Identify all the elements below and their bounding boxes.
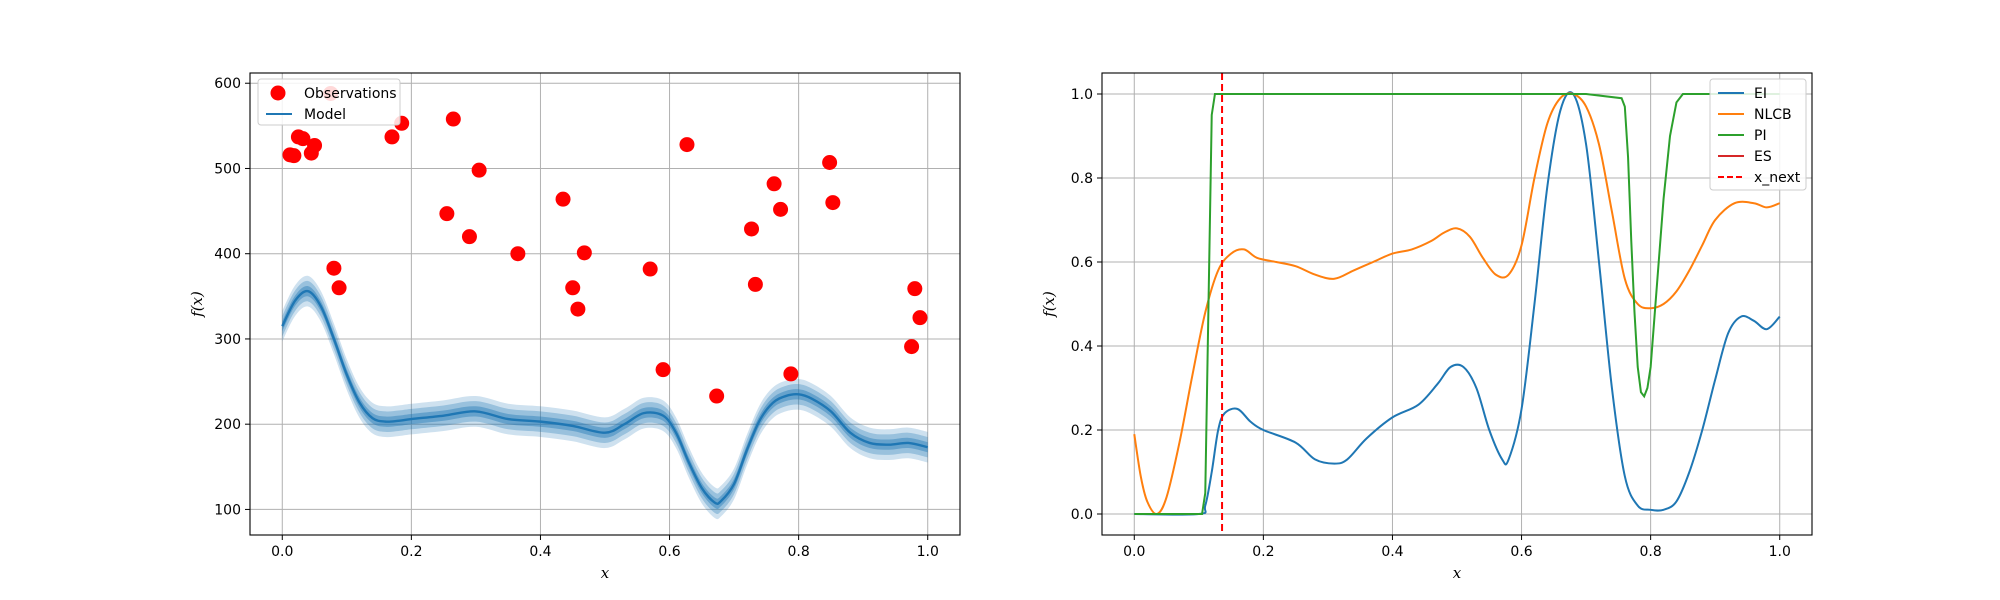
confidence-band xyxy=(282,275,928,520)
x-tick-label: 0.2 xyxy=(1252,544,1274,560)
y-tick-label: 100 xyxy=(214,502,241,518)
observation-point xyxy=(679,137,695,153)
series-line-pi xyxy=(1134,93,1780,515)
grid xyxy=(250,73,960,535)
observation-point xyxy=(912,310,928,326)
observation-point xyxy=(445,111,461,127)
y-tick-label: 1.0 xyxy=(1071,87,1093,103)
observation-point xyxy=(709,388,725,404)
series-line-ei xyxy=(1134,91,1781,516)
observation-points xyxy=(282,85,928,404)
x-axis-label: x xyxy=(1453,564,1462,582)
acquisition-panel: 0.0 0.2 0.4 0.6 0.8 1.0 0.0 0.2 0.4 0.6 0.8 1.0 x f(x… xyxy=(1040,72,1813,582)
axes-frame xyxy=(249,72,961,536)
observation-point xyxy=(295,131,311,147)
observation-point xyxy=(907,281,923,297)
x-tick-label: 0.0 xyxy=(271,544,293,560)
axes-frame xyxy=(1101,72,1813,536)
y-tick-label: 0.6 xyxy=(1071,255,1093,271)
legend: EI NLCB PI ES x_next xyxy=(1709,78,1807,191)
x-tick-label: 0.0 xyxy=(1123,544,1145,560)
legend-label-observations: Observations xyxy=(304,86,397,102)
observation-point xyxy=(642,261,658,277)
observation-point xyxy=(783,366,799,382)
legend-marker-observations xyxy=(270,85,286,101)
model-mean-line xyxy=(281,289,929,506)
legend: Observations Model xyxy=(257,78,401,126)
confidence-band xyxy=(282,285,928,509)
legend-box xyxy=(257,78,401,126)
x-tick-label: 1.0 xyxy=(1769,544,1791,560)
y-tick-label: 200 xyxy=(214,417,241,433)
y-tick-label: 600 xyxy=(214,76,241,92)
observation-point xyxy=(655,362,671,378)
series-line-nlcb xyxy=(1133,92,1781,515)
y-axis-label: f(x) xyxy=(1040,291,1058,318)
x-tick-label: 1.0 xyxy=(917,544,939,560)
observation-point xyxy=(744,221,760,237)
observation-point xyxy=(576,245,592,261)
observation-point xyxy=(307,137,323,153)
observation-point xyxy=(904,339,920,355)
observation-point xyxy=(331,280,347,296)
observation-point xyxy=(565,280,581,296)
legend-label-es: ES xyxy=(1754,149,1772,165)
y-axis-label: f(x) xyxy=(188,291,206,318)
x-tick-label: 0.6 xyxy=(658,544,680,560)
observation-point xyxy=(461,229,477,245)
observation-point xyxy=(384,129,400,145)
axes: 0.0 0.2 0.4 0.6 0.8 1.0 100 200 300 400 500 600 x f(x… xyxy=(188,72,961,582)
observation-point xyxy=(825,195,841,211)
legend-box xyxy=(1709,78,1807,191)
confidence-band xyxy=(282,280,928,515)
observation-point xyxy=(570,301,586,317)
observation-point xyxy=(471,162,487,178)
observation-point xyxy=(510,246,526,262)
y-tick-label: 300 xyxy=(214,332,241,348)
model-confidence-bands xyxy=(282,275,928,520)
y-tick-label: 0.0 xyxy=(1071,507,1093,523)
legend-label-x-next: x_next xyxy=(1754,170,1801,186)
x-tick-label: 0.6 xyxy=(1510,544,1532,560)
model-panel: 0.0 0.2 0.4 0.6 0.8 1.0 100 200 300 400 500 600 x f(x… xyxy=(188,72,961,582)
x-tick-label: 0.4 xyxy=(1381,544,1403,560)
y-tick-label: 0.4 xyxy=(1071,339,1093,355)
y-tick-label: 0.2 xyxy=(1071,423,1093,439)
legend-label-nlcb: NLCB xyxy=(1754,107,1792,123)
axes: 0.0 0.2 0.4 0.6 0.8 1.0 0.0 0.2 0.4 0.6 0.8 1.0 x f(x… xyxy=(1040,72,1813,582)
acquisition-series xyxy=(1133,91,1781,516)
observation-point xyxy=(326,260,342,276)
legend-label-pi: PI xyxy=(1754,128,1767,144)
observation-point xyxy=(766,176,782,192)
y-tick-label: 500 xyxy=(214,161,241,177)
y-tick-label: 400 xyxy=(214,247,241,263)
observation-point xyxy=(773,201,789,217)
legend-label-ei: EI xyxy=(1754,86,1767,102)
x-axis-label: x xyxy=(601,564,610,582)
observation-point xyxy=(555,191,571,207)
x-tick-label: 0.4 xyxy=(529,544,551,560)
observation-point xyxy=(439,206,455,222)
x-tick-label: 0.8 xyxy=(1640,544,1662,560)
x-tick-label: 0.8 xyxy=(788,544,810,560)
observation-point xyxy=(747,276,763,292)
x-tick-label: 0.2 xyxy=(400,544,422,560)
legend-label-model: Model xyxy=(304,107,346,123)
observation-point xyxy=(286,148,302,164)
observation-point xyxy=(822,155,838,171)
model-line xyxy=(281,289,929,506)
y-tick-label: 0.8 xyxy=(1071,171,1093,187)
